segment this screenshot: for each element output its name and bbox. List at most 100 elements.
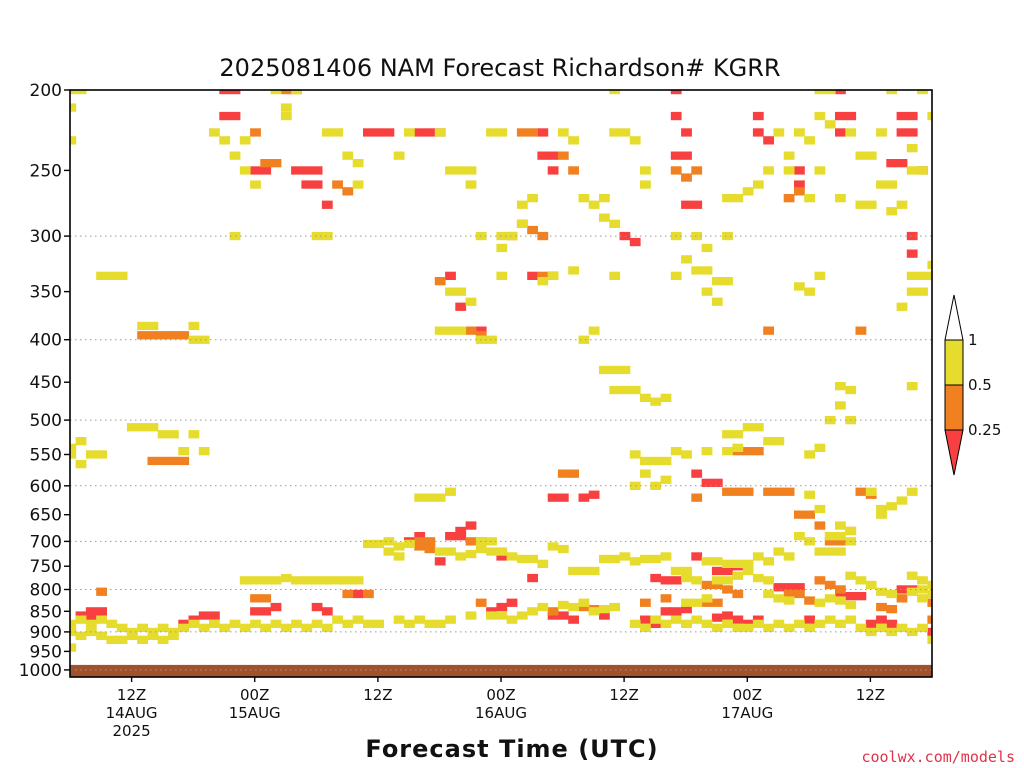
ri-cell (732, 615, 744, 624)
ri-cell (516, 554, 528, 564)
ri-cell (906, 144, 918, 153)
ri-cell (927, 635, 932, 644)
ri-cell (650, 397, 662, 406)
ri-cell (732, 623, 744, 632)
ri-cell (475, 331, 487, 340)
ri-cell (794, 532, 805, 541)
ri-cell (260, 623, 272, 632)
x-tick-label: 12Z (363, 686, 392, 704)
ri-cell (547, 166, 559, 175)
ri-cell (711, 297, 723, 306)
ri-cell (311, 602, 323, 612)
ground-surface (70, 664, 932, 677)
ri-cell (804, 537, 815, 546)
ri-cell (660, 607, 672, 616)
ri-cell (742, 187, 754, 196)
ri-cell (599, 213, 610, 222)
ri-cell (445, 547, 456, 556)
ri-cell (557, 493, 569, 502)
ri-cell (886, 90, 898, 95)
ri-cell (239, 166, 251, 175)
ri-cell (927, 615, 932, 624)
ri-cell (414, 128, 426, 137)
ri-cell (824, 120, 836, 129)
ri-cell (537, 231, 549, 241)
ri-cell (814, 443, 826, 452)
ri-cell (701, 243, 713, 253)
ri-cell (496, 243, 508, 253)
ri-cell (855, 576, 867, 585)
ri-cell (804, 596, 815, 605)
ri-cell (486, 335, 497, 344)
ri-cell (917, 594, 928, 603)
ri-cell (270, 602, 282, 612)
ri-cell (629, 450, 641, 459)
ri-cell (701, 447, 713, 456)
y-tick-label: 850 (30, 602, 62, 622)
ri-cell (342, 589, 354, 599)
ri-cell (650, 573, 662, 583)
ri-cell (701, 478, 713, 487)
colorbar-legend: 1 0.5 0.25 (944, 294, 1001, 476)
ri-cell (670, 90, 682, 95)
ri-cell (496, 552, 508, 561)
ri-cell (722, 566, 733, 576)
ri-cell (855, 592, 867, 601)
ri-cell (783, 623, 795, 632)
ri-cell (486, 611, 497, 620)
ri-cell (876, 128, 887, 137)
ri-cell (455, 166, 467, 175)
ri-cell (865, 487, 877, 496)
y-tick-label: 1000 (19, 661, 62, 681)
ri-cell (178, 331, 190, 340)
ri-cell (157, 456, 169, 466)
ri-cell (352, 615, 364, 624)
ri-cell (321, 607, 333, 616)
ri-cell (147, 631, 159, 640)
ri-cell (917, 271, 928, 280)
x-tick-label: 16AUG (475, 704, 527, 722)
ri-cell (629, 136, 641, 145)
ri-cell (906, 487, 918, 496)
ri-cell (670, 166, 682, 175)
ri-cell (588, 490, 600, 499)
ri-cell (609, 602, 621, 612)
ri-cell (783, 166, 795, 175)
ri-cell (188, 615, 200, 624)
ri-cell (824, 532, 836, 541)
ri-cell (96, 271, 107, 280)
ri-cell (701, 557, 713, 566)
ri-cell (906, 249, 918, 258)
ri-cell (404, 539, 415, 549)
colorbar-bin-yellow (944, 339, 964, 386)
ri-cell (681, 605, 692, 614)
ri-cell (445, 166, 456, 175)
ri-cell (701, 619, 713, 628)
y-tick-label: 750 (30, 557, 62, 577)
ri-cell (722, 576, 733, 585)
ri-cell (619, 128, 631, 137)
ri-cell (342, 151, 354, 160)
ri-cell (732, 559, 744, 568)
ri-cell (178, 623, 190, 632)
ri-cell (742, 559, 754, 568)
ri-cell (527, 194, 538, 203)
ri-cell (137, 623, 148, 632)
ri-cell (342, 619, 354, 628)
x-tick-label: 12Z (117, 686, 146, 704)
ri-cell (855, 151, 867, 160)
ri-cell (876, 602, 887, 612)
ri-cell (219, 111, 231, 121)
ri-cell (280, 103, 292, 112)
ri-cell (927, 260, 932, 270)
ri-cell (301, 576, 313, 585)
ri-cell (321, 200, 333, 209)
ri-cell (506, 615, 518, 624)
ri-cell (393, 615, 405, 624)
ri-cell (783, 194, 795, 203)
colorbar-bottom-triangle (944, 429, 964, 476)
ri-cell (660, 456, 672, 466)
ri-cell (434, 277, 446, 286)
ri-cell (506, 598, 518, 607)
ri-cell (311, 576, 323, 585)
